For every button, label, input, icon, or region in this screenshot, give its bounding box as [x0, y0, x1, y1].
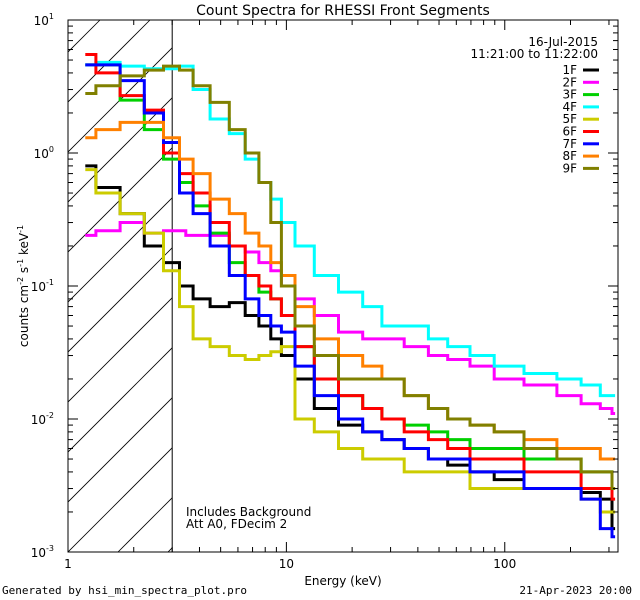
y-tick-label: 10-1 — [31, 278, 54, 294]
time-range-label: 11:21:00 to 11:22:00 — [471, 47, 598, 61]
series-5f — [85, 168, 616, 514]
series-1f — [85, 164, 616, 531]
annotation-background: Includes Background — [186, 505, 311, 519]
y-tick-label: 10-3 — [31, 544, 54, 560]
chart-title: Count Spectra for RHESSI Front Segments — [196, 3, 490, 19]
series-7f — [85, 63, 616, 539]
legend-label: 3F — [562, 88, 577, 102]
hatch-line — [618, 20, 640, 552]
date-label: 16-Jul-2015 — [528, 35, 598, 49]
legend-label: 2F — [562, 75, 577, 89]
generated-by-footer: Generated by hsi_min_spectra_plot.pro — [2, 584, 248, 597]
y-tick-label: 101 — [34, 12, 54, 28]
hatch-line — [68, 397, 173, 503]
legend-label: 5F — [562, 112, 577, 126]
series-2f — [85, 221, 616, 415]
x-tick-label: 10 — [279, 557, 294, 571]
x-tick-label: 1 — [64, 557, 72, 571]
y-tick-label: 100 — [34, 145, 54, 161]
timestamp-footer: 21-Apr-2023 20:00 — [519, 584, 632, 597]
hatch-line — [68, 197, 173, 303]
legend-label: 7F — [562, 137, 577, 151]
hatch-line — [68, 247, 173, 353]
annotation-attenuator: Att A0, FDecim 2 — [186, 517, 287, 531]
hatch-line — [68, 47, 173, 153]
legend-label: 4F — [562, 100, 577, 114]
x-axis-label: Energy (keV) — [304, 574, 381, 588]
legend-label: 9F — [562, 161, 577, 175]
x-tick-label: 100 — [493, 557, 516, 571]
legend-label: 6F — [562, 125, 577, 139]
y-axis-label: counts cm-2 s-1 keV-1 — [16, 225, 31, 347]
series-9f — [85, 64, 616, 490]
hatch-line — [68, 447, 173, 552]
legend-label: 1F — [562, 63, 577, 77]
y-tick-label: 10-2 — [31, 411, 54, 427]
legend-label: 8F — [562, 149, 577, 163]
